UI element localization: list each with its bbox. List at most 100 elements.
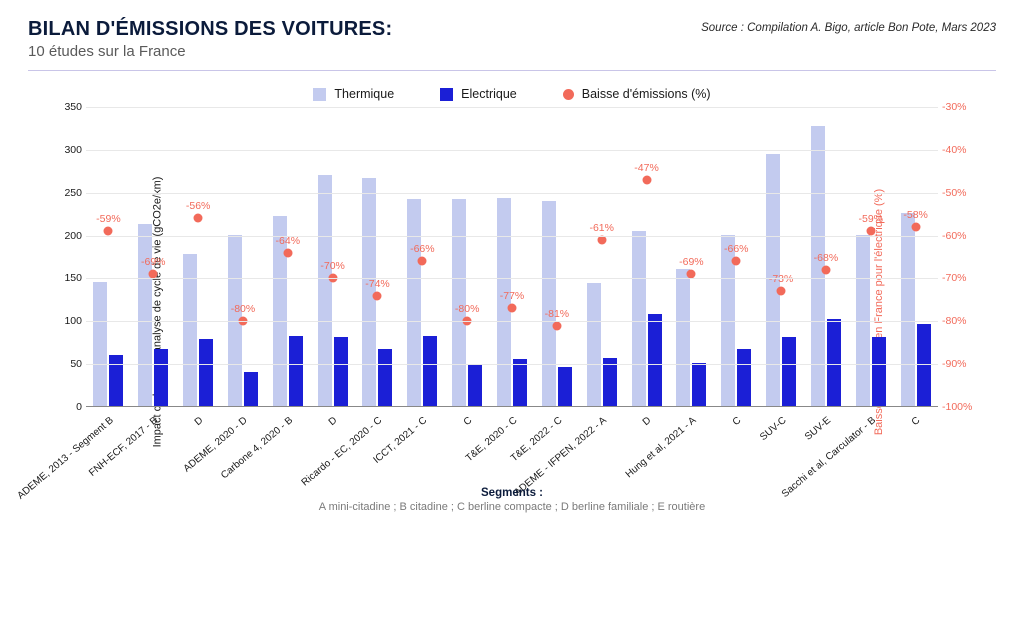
chart-area: Impact carbone en analyse de cycle de vi… (28, 107, 996, 517)
emission-dot-label: -58% (903, 209, 928, 221)
bar-thermique (676, 269, 690, 406)
bar-group: -80% (445, 107, 490, 406)
bar-group: -77% (490, 107, 535, 406)
bar-group: -47% (624, 107, 669, 406)
bar-thermique (183, 254, 197, 406)
gridline (86, 364, 938, 365)
bar-electrique (603, 358, 617, 406)
chart-source: Source : Compilation A. Bigo, article Bo… (701, 22, 996, 34)
emission-dot (373, 291, 382, 300)
bar-electrique (737, 349, 751, 406)
bar-thermique (138, 224, 152, 406)
bar-group: -80% (221, 107, 266, 406)
emission-dot (642, 175, 651, 184)
gridline (86, 107, 938, 108)
legend-label-thermique: Thermique (334, 87, 394, 101)
segments-footnote: Segments : A mini-citadine ; B citadine … (28, 487, 996, 513)
bar-electrique (154, 349, 168, 406)
emission-dot-label: -61% (589, 222, 614, 234)
bar-electrique (513, 359, 527, 406)
swatch-electrique (440, 88, 453, 101)
chart-header: BILAN D'ÉMISSIONS DES VOITURES: 10 étude… (28, 18, 996, 71)
ytick-left: 100 (52, 315, 82, 327)
legend-label-electrique: Electrique (461, 87, 517, 101)
bar-electrique (378, 349, 392, 406)
bar-group: -58% (893, 107, 938, 406)
emission-dot-label: -80% (455, 303, 480, 315)
bar-electrique (199, 339, 213, 406)
title-block: BILAN D'ÉMISSIONS DES VOITURES: 10 étude… (28, 18, 392, 60)
emission-dot-label: -81% (545, 308, 570, 320)
emission-dot-label: -56% (186, 200, 211, 212)
ytick-left: 0 (52, 401, 82, 413)
ytick-left: 150 (52, 272, 82, 284)
bar-group: -73% (759, 107, 804, 406)
emission-dot (866, 227, 875, 236)
ytick-right: -70% (942, 272, 978, 284)
bar-thermique (318, 175, 332, 406)
swatch-thermique (313, 88, 326, 101)
emission-dot (283, 248, 292, 257)
bar-group: -70% (310, 107, 355, 406)
emission-dot-label: -66% (410, 243, 435, 255)
emission-dot (418, 257, 427, 266)
bar-electrique (109, 355, 123, 406)
bar-groups: -59% -69% -56% -80% -64%-70%-74% -66% -80% -77%… (86, 107, 938, 406)
ytick-right: -40% (942, 144, 978, 156)
emission-dot (911, 223, 920, 232)
bar-group: -59% (86, 107, 131, 406)
bar-electrique (782, 337, 796, 406)
ytick-left: 350 (52, 101, 82, 113)
bar-electrique (423, 336, 437, 406)
bar-group: -81% (534, 107, 579, 406)
bar-thermique (587, 283, 601, 406)
emission-dot (508, 304, 517, 313)
chart-title: BILAN D'ÉMISSIONS DES VOITURES: (28, 18, 392, 41)
ytick-right: -100% (942, 401, 978, 413)
x-label-text: C (462, 415, 475, 428)
bar-thermique (407, 199, 421, 406)
emission-dot-label: -69% (679, 256, 704, 268)
bar-group: -56% (176, 107, 221, 406)
emission-dot-label: -80% (231, 303, 256, 315)
legend-electrique: Electrique (440, 87, 517, 101)
emission-dot-label: -77% (500, 290, 525, 302)
ytick-left: 250 (52, 187, 82, 199)
emission-dot (104, 227, 113, 236)
ytick-right: -80% (942, 315, 978, 327)
gridline (86, 236, 938, 237)
x-label-text: D (327, 415, 340, 428)
bar-group: -69% (669, 107, 714, 406)
emission-dot (687, 270, 696, 279)
bar-electrique (827, 319, 841, 406)
emission-dot (732, 257, 741, 266)
ytick-right: -90% (942, 358, 978, 370)
ytick-right: -30% (942, 101, 978, 113)
ytick-right: -50% (942, 187, 978, 199)
bar-group: -74% (355, 107, 400, 406)
swatch-baisse-icon (563, 89, 574, 100)
emission-dot (597, 235, 606, 244)
bar-electrique (648, 314, 662, 406)
plot-area: -59% -69% -56% -80% -64%-70%-74% -66% -80% -77%… (86, 107, 938, 407)
bar-group: -61% (579, 107, 624, 406)
emission-dot-label: -69% (141, 256, 166, 268)
bar-electrique (334, 337, 348, 406)
bar-electrique (872, 337, 886, 406)
bar-electrique (244, 372, 258, 406)
footnote-title: Segments : (28, 487, 996, 499)
gridline (86, 321, 938, 322)
emission-dot (194, 214, 203, 223)
gridline (86, 278, 938, 279)
bar-thermique (901, 213, 915, 406)
emission-dot-label: -47% (634, 162, 659, 174)
ytick-right: -60% (942, 230, 978, 242)
bar-group: -66% (714, 107, 759, 406)
emission-dot (149, 270, 158, 279)
bar-group: -64% (265, 107, 310, 406)
footnote-text: A mini-citadine ; B citadine ; C berline… (28, 501, 996, 513)
legend-thermique: Thermique (313, 87, 394, 101)
emission-dot (821, 265, 830, 274)
ytick-left: 50 (52, 358, 82, 370)
emission-dot-label: -59% (859, 213, 884, 225)
